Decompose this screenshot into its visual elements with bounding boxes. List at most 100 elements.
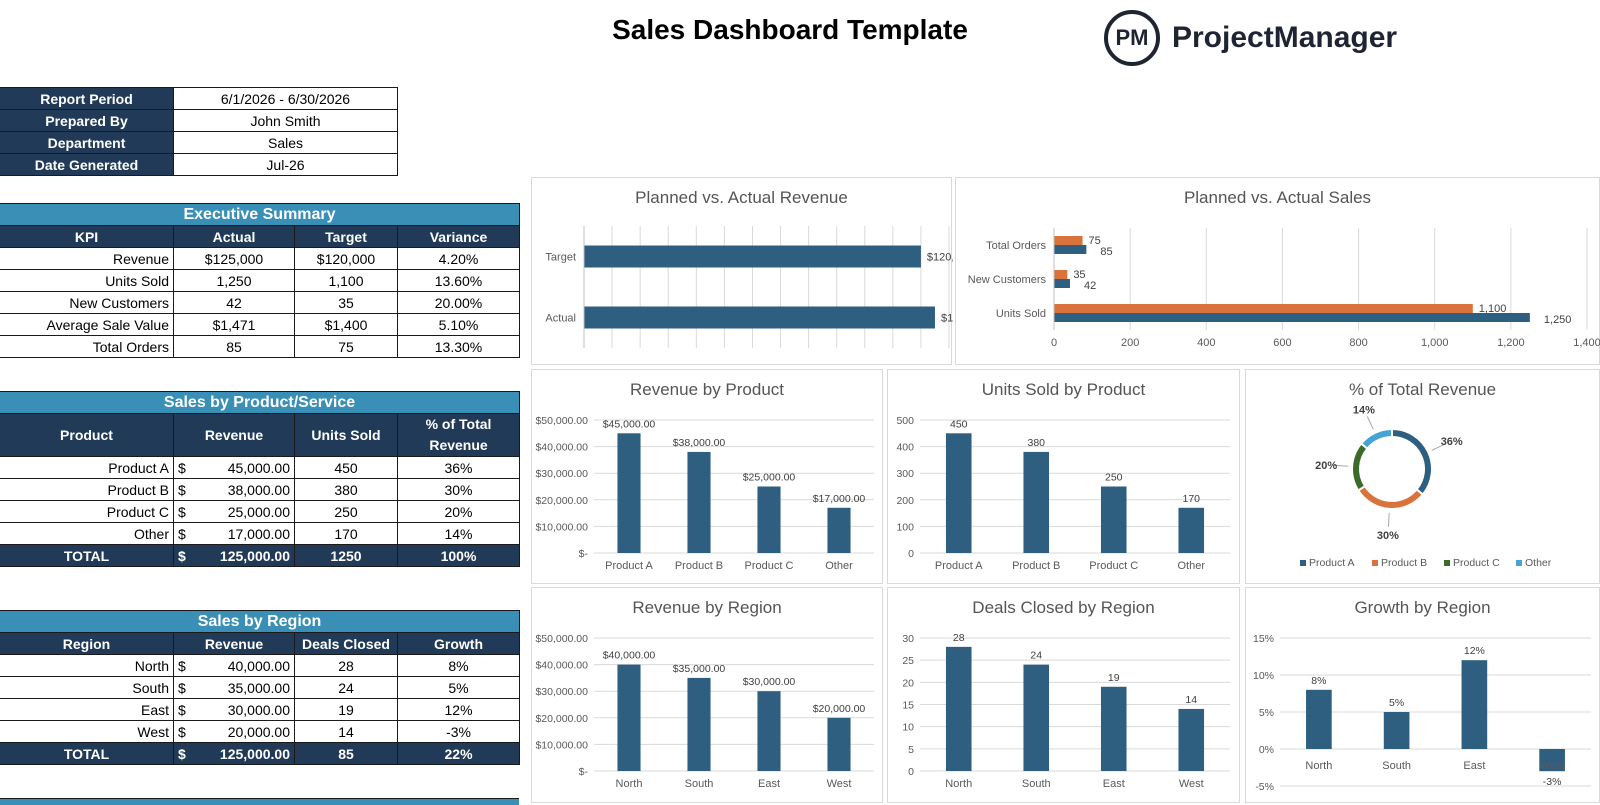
category-label: Product B <box>675 560 723 572</box>
deals-cell[interactable]: 19 <box>294 698 398 721</box>
product-cell[interactable]: Product C <box>0 500 174 523</box>
bar <box>584 306 935 329</box>
category-label: West <box>1179 778 1204 790</box>
region-cell[interactable]: North <box>0 654 174 677</box>
bar <box>827 717 851 771</box>
bar <box>1100 686 1127 771</box>
units-by-product-chart: 0 100 200 300 400 500 450 Product A 380 Product B… <box>896 415 1230 572</box>
revenue-cell[interactable]: $30,000.00 <box>173 698 295 721</box>
growth-cell[interactable]: 5% <box>396 676 521 699</box>
variance-cell[interactable]: 13.30% <box>396 335 521 358</box>
bar <box>1054 270 1068 279</box>
actual-cell[interactable]: $125,000 <box>173 247 295 270</box>
variance-cell[interactable]: 20.00% <box>396 291 521 314</box>
deals-cell[interactable]: 14 <box>294 720 398 743</box>
chart-title: Deals Closed by Region <box>972 598 1155 617</box>
chart-panel-units-by-product[interactable]: Units Sold by Product 0 100 200 300 400 500 45… <box>887 369 1240 584</box>
target-cell[interactable]: 1,100 <box>294 269 398 292</box>
kpi-cell[interactable]: New Customers <box>0 291 174 314</box>
legend-entry: Other <box>1525 557 1552 569</box>
region-cell[interactable]: West <box>0 720 174 743</box>
total-pct: 100% <box>396 544 521 567</box>
actual-cell[interactable]: $1,471 <box>173 313 295 336</box>
revenue-cell[interactable]: $45,000.00 <box>173 456 295 479</box>
category-label: East <box>758 778 780 790</box>
chart-panel-deals-by-region[interactable]: Deals Closed by Region 0 5 10 15 20 25 30 28 Nor… <box>887 587 1240 803</box>
region-cell[interactable]: East <box>0 698 174 721</box>
growth-cell[interactable]: 12% <box>396 698 521 721</box>
product-cell[interactable]: Other <box>0 522 174 545</box>
col-header: Product <box>0 413 174 457</box>
data-label: 20% <box>1315 460 1337 472</box>
product-cell[interactable]: Product B <box>0 478 174 501</box>
variance-cell[interactable]: 5.10% <box>396 313 521 336</box>
chart-panel-revenue-by-region[interactable]: Revenue by Region $- $10,000.00 $20,000.00… <box>531 587 883 803</box>
chart-title: % of Total Revenue <box>1348 380 1497 399</box>
target-cell[interactable]: 35 <box>294 291 398 314</box>
pct-cell[interactable]: 20% <box>396 500 521 523</box>
revenue-cell[interactable]: $20,000.00 <box>173 720 295 743</box>
category-label: West <box>1540 760 1565 772</box>
revenue-cell[interactable]: $17,000.00 <box>173 522 295 545</box>
report-period-value[interactable]: 6/1/2026 - 6/30/2026 <box>173 87 398 110</box>
chart-panel-pct-total-revenue[interactable]: % of Total Revenue 36% 30% 20% 14% Product A… <box>1245 369 1600 584</box>
chart-panel-planned-actual-revenue[interactable]: Planned vs. Actual Revenue Target $120,00… <box>531 177 953 365</box>
date-generated-label: Date Generated <box>0 153 174 176</box>
pct-cell[interactable]: 30% <box>396 478 521 501</box>
bar <box>1054 236 1083 245</box>
department-value[interactable]: Sales <box>173 131 398 154</box>
target-cell[interactable]: $1,400 <box>294 313 398 336</box>
category-label: South <box>685 778 714 790</box>
growth-cell[interactable]: 8% <box>396 654 521 677</box>
data-label: 35 <box>1073 269 1085 281</box>
data-label: $120,000 <box>927 252 953 264</box>
actual-cell[interactable]: 85 <box>173 335 295 358</box>
revenue-cell[interactable]: $40,000.00 <box>173 654 295 677</box>
variance-cell[interactable]: 13.60% <box>396 269 521 292</box>
col-header: Revenue <box>173 632 295 655</box>
target-cell[interactable]: 75 <box>294 335 398 358</box>
units-cell[interactable]: 450 <box>294 456 398 479</box>
growth-cell[interactable]: -3% <box>396 720 521 743</box>
pct-cell[interactable]: 36% <box>396 456 521 479</box>
units-cell[interactable]: 380 <box>294 478 398 501</box>
units-cell[interactable]: 250 <box>294 500 398 523</box>
kpi-cell[interactable]: Revenue <box>0 247 174 270</box>
y-tick-label: $- <box>579 766 589 778</box>
chart-panel-planned-actual-sales[interactable]: Planned vs. Actual Sales 0 200 400 600 800 1,… <box>955 177 1600 365</box>
pct-cell[interactable]: 14% <box>396 522 521 545</box>
data-label: 28 <box>953 632 965 644</box>
data-label: 5% <box>1389 697 1404 709</box>
date-generated-value[interactable]: Jul-26 <box>173 153 398 176</box>
sales-by-region-table: Sales by Region Region Revenue Deals Clo… <box>0 610 521 765</box>
data-label: 380 <box>1027 437 1045 449</box>
y-tick-label: $40,000.00 <box>535 442 588 454</box>
product-cell[interactable]: Product A <box>0 456 174 479</box>
region-cell[interactable]: South <box>0 676 174 699</box>
variance-cell[interactable]: 4.20% <box>396 247 521 270</box>
kpi-cell[interactable]: Average Sale Value <box>0 313 174 336</box>
target-cell[interactable]: $120,000 <box>294 247 398 270</box>
data-label: $30,000.00 <box>743 676 796 688</box>
data-label: $40,000.00 <box>603 650 656 662</box>
chart-panel-revenue-by-product[interactable]: Revenue by Product $- $10,000.00 $20,000.0… <box>531 369 883 584</box>
actual-cell[interactable]: 42 <box>173 291 295 314</box>
revenue-cell[interactable]: $25,000.00 <box>173 500 295 523</box>
kpi-cell[interactable]: Total Orders <box>0 335 174 358</box>
bar <box>945 646 972 771</box>
data-label: 1,250 <box>1544 314 1572 326</box>
bar <box>1054 279 1070 288</box>
actual-cell[interactable]: 1,250 <box>173 269 295 292</box>
deals-cell[interactable]: 24 <box>294 676 398 699</box>
kpi-cell[interactable]: Units Sold <box>0 269 174 292</box>
prepared-by-value[interactable]: John Smith <box>173 109 398 132</box>
deals-cell[interactable]: 28 <box>294 654 398 677</box>
chart-panel-growth-by-region[interactable]: Growth by Region -5% 0% 5% 10% 15% 8% North 5% S… <box>1245 587 1600 803</box>
chart-title: Planned vs. Actual Sales <box>1183 188 1372 207</box>
revenue-cell[interactable]: $38,000.00 <box>173 478 295 501</box>
revenue-cell[interactable]: $35,000.00 <box>173 676 295 699</box>
col-header: Growth <box>396 632 521 655</box>
x-tick-label: 1,200 <box>1497 337 1525 349</box>
units-cell[interactable]: 170 <box>294 522 398 545</box>
data-label: $17,000.00 <box>813 493 866 505</box>
